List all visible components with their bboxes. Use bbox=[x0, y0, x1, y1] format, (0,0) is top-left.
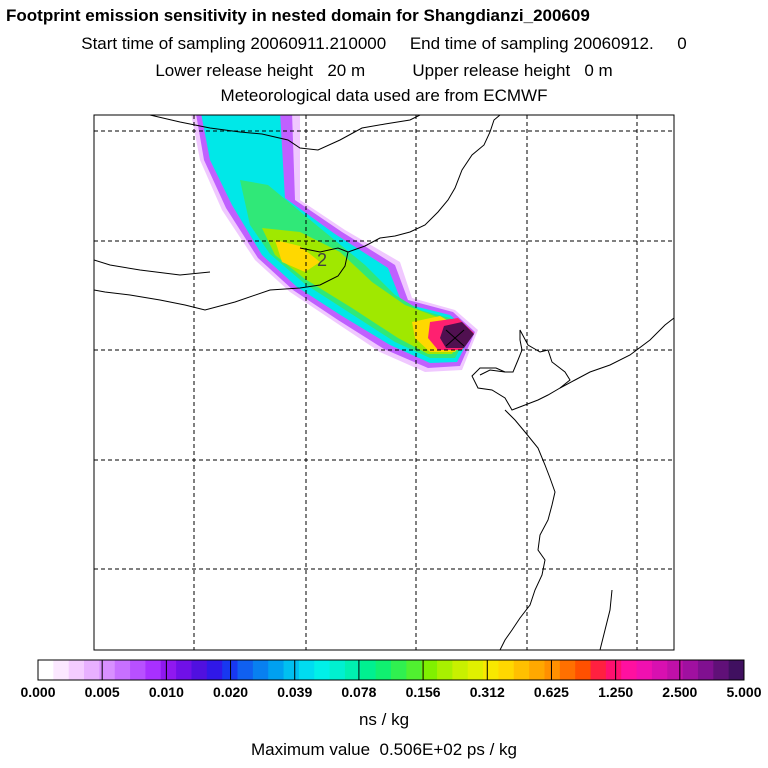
colorbar-swatch bbox=[283, 660, 300, 680]
colorbar-swatch bbox=[314, 660, 331, 680]
plume-band-orange bbox=[275, 240, 468, 352]
colorbar-tick-label: 5.000 bbox=[726, 684, 761, 700]
colorbar-swatch bbox=[559, 660, 576, 680]
release-heights: Lower release height 20 m Upper release … bbox=[0, 61, 768, 81]
colorbar-swatch bbox=[437, 660, 453, 680]
colorbar-swatch bbox=[544, 660, 561, 680]
graticule bbox=[94, 115, 674, 650]
upper-height-label: Upper release height bbox=[412, 61, 571, 80]
colorbar-swatch bbox=[728, 660, 745, 680]
colorbar-tick-label: 0.000 bbox=[20, 684, 55, 700]
colorbar-swatch bbox=[99, 660, 116, 680]
colorbar-tick-label: 1.250 bbox=[598, 684, 633, 700]
start-time-label: Start time of sampling bbox=[81, 34, 246, 53]
colorbar-swatch bbox=[84, 660, 100, 680]
colorbar-swatch bbox=[483, 660, 499, 680]
max-value: 0.506E+02 ps / kg bbox=[379, 740, 518, 759]
colorbar-swatch bbox=[605, 660, 622, 680]
receptor-marker bbox=[445, 329, 465, 347]
colorbar-tick-label: 0.312 bbox=[470, 684, 505, 700]
colorbar-swatch bbox=[160, 660, 177, 680]
peninsula bbox=[471, 329, 571, 411]
colorbar-swatch bbox=[682, 660, 699, 680]
border-ne bbox=[479, 369, 506, 376]
colorbar-swatch bbox=[513, 660, 530, 680]
lower-height-value: 20 m bbox=[327, 61, 366, 80]
colorbar-tick-label: 2.500 bbox=[662, 684, 697, 700]
colorbar-swatch bbox=[713, 660, 730, 680]
colorbar-tick-label: 0.020 bbox=[213, 684, 248, 700]
start-time-value: 20060911.210000 bbox=[250, 34, 387, 53]
plot-title: Footprint emission sensitivity in nested… bbox=[6, 6, 590, 25]
colorbar-swatch bbox=[114, 660, 131, 680]
upper-height-value: 0 m bbox=[584, 61, 613, 80]
colorbar-swatch bbox=[621, 660, 638, 680]
colorbar-tick-label: 0.625 bbox=[534, 684, 569, 700]
map-frame bbox=[93, 114, 675, 651]
colorbar-swatch bbox=[145, 660, 162, 680]
colorbar-swatch bbox=[421, 660, 438, 680]
colorbar-swatch bbox=[452, 660, 469, 680]
colorbar-swatch bbox=[498, 660, 515, 680]
colorbar-swatch bbox=[697, 660, 714, 680]
coastline-top bbox=[149, 115, 421, 151]
max-value-label: Maximum value bbox=[250, 740, 371, 759]
colorbar-swatch bbox=[375, 660, 392, 680]
met-data-line: Meteorological data used are from ECMWF bbox=[220, 86, 548, 105]
colorbar-swatch bbox=[467, 660, 484, 680]
colorbar-swatch bbox=[391, 660, 407, 680]
colorbar: 0.000 0.005 0.010 0.020 0.039 0.078 0.156 0.312… bbox=[20, 659, 762, 700]
plume-band-cyan bbox=[201, 115, 472, 363]
colorbar-swatch bbox=[529, 660, 545, 680]
colorbar-swatch bbox=[130, 660, 146, 680]
colorbar-swatch bbox=[191, 660, 208, 680]
coastline-north-2 bbox=[94, 259, 211, 276]
lower-height-label: Lower release height bbox=[155, 61, 314, 80]
colorbar-swatch bbox=[252, 660, 269, 680]
colorbar-tick-label: 0.005 bbox=[85, 684, 120, 700]
colorbar-swatch bbox=[268, 660, 285, 680]
colorbar-swatch bbox=[53, 660, 70, 680]
maximum-value-line: Maximum value 0.506E+02 ps / kg bbox=[0, 740, 768, 760]
map-background bbox=[94, 115, 674, 650]
colorbar-swatch bbox=[636, 660, 653, 680]
coastline-inner bbox=[299, 247, 349, 253]
map-area: 2 bbox=[93, 114, 675, 651]
colorbar-tick-label: 0.039 bbox=[277, 684, 312, 700]
colorbar-swatch bbox=[590, 660, 607, 680]
colorbar-swatch bbox=[406, 660, 423, 680]
colorbar-swatch bbox=[575, 660, 592, 680]
contour-label: 2 bbox=[317, 250, 327, 270]
end-time-value: 20060912. 0 bbox=[573, 34, 687, 53]
end-time-label: End time of sampling bbox=[409, 34, 569, 53]
colorbar-swatch bbox=[68, 660, 85, 680]
colorbar-swatch bbox=[344, 660, 361, 680]
colorbar-swatch bbox=[329, 660, 346, 680]
colorbar-swatch bbox=[667, 660, 684, 680]
colorbar-tick-label: 0.156 bbox=[406, 684, 441, 700]
coastlines bbox=[94, 115, 674, 650]
colorbar-tick-label: 0.078 bbox=[341, 684, 376, 700]
coastline-east bbox=[559, 317, 674, 389]
plume-band-core bbox=[440, 322, 474, 348]
sampling-times: Start time of sampling 20060911.210000 E… bbox=[0, 34, 768, 54]
colorbar-units: ns / kg bbox=[358, 710, 410, 729]
colorbar-swatch bbox=[206, 660, 223, 680]
colorbar-tick-label: 0.010 bbox=[149, 684, 184, 700]
coastline-east-2 bbox=[599, 589, 613, 650]
colorbar-swatch bbox=[360, 660, 377, 680]
colorbar-swatch bbox=[651, 660, 668, 680]
colorbar-swatch bbox=[237, 660, 254, 680]
colorbar-swatch bbox=[38, 660, 54, 680]
peninsula-south bbox=[499, 409, 556, 650]
coastline-north bbox=[94, 115, 501, 311]
colorbar-swatch bbox=[298, 660, 315, 680]
colorbar-swatch bbox=[176, 660, 192, 680]
